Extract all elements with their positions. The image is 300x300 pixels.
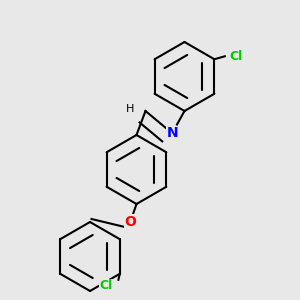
Text: Cl: Cl: [99, 279, 112, 292]
Text: O: O: [124, 215, 136, 229]
Text: N: N: [167, 127, 178, 140]
Text: Cl: Cl: [230, 50, 243, 63]
Text: H: H: [126, 104, 135, 115]
